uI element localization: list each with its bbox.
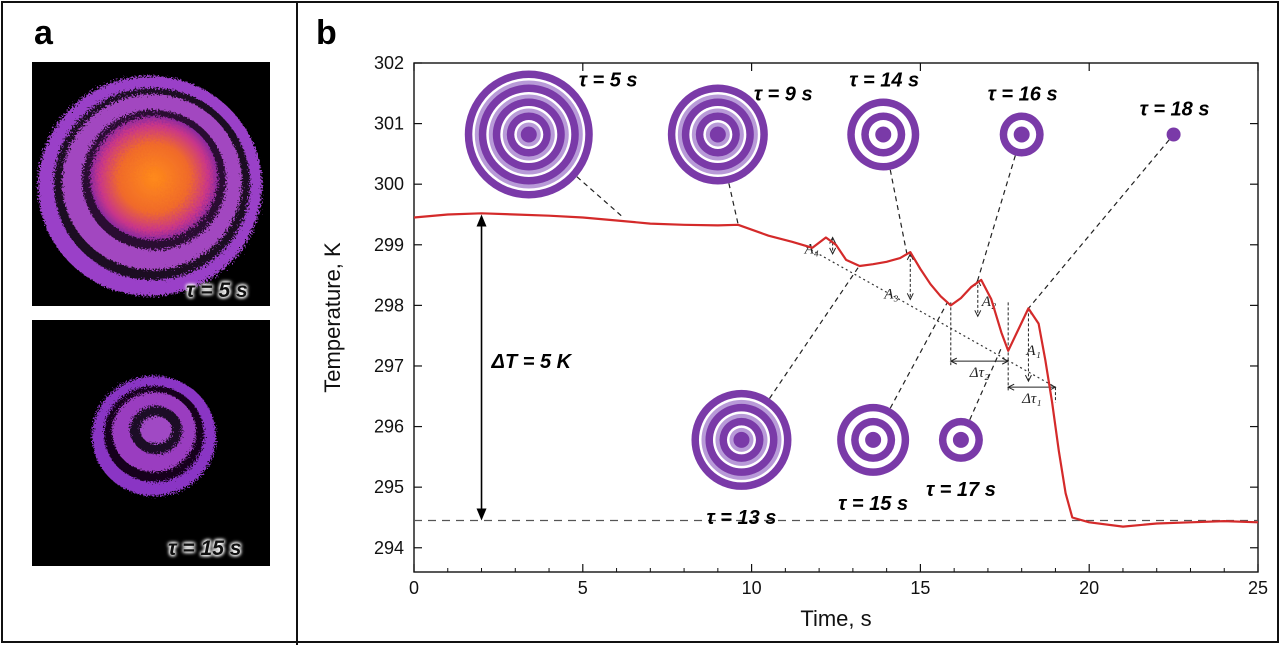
target-connector (576, 176, 624, 218)
panel-b-letter: b (316, 14, 337, 52)
target-label: τ = 18 s (1140, 99, 1210, 121)
period-arrowhead (1001, 357, 1010, 365)
period-label: Δτ₁ (1021, 391, 1041, 407)
thermal-image-top-graphic (38, 76, 262, 296)
x-tick-label: 15 (910, 578, 930, 598)
target-label: τ = 5 s (579, 70, 638, 92)
target-dot (1166, 127, 1181, 142)
amplitude-arrowhead (906, 293, 914, 301)
target-label: τ = 9 s (754, 84, 813, 106)
period-arrowhead (949, 357, 958, 365)
target-label: τ = 17 s (926, 479, 996, 501)
y-tick-label: 296 (374, 417, 404, 437)
x-tick-label: 20 (1079, 578, 1099, 598)
thermal-image-bottom (32, 320, 270, 566)
delta-t-arrowhead-top (476, 214, 487, 227)
temperature-curve (413, 212, 1259, 528)
x-tick-label: 5 (578, 578, 588, 598)
target-center (1015, 128, 1028, 141)
target-center (711, 128, 724, 141)
x-tick-label: 25 (1248, 578, 1268, 598)
target-connector (889, 169, 908, 254)
amplitude-arrowhead (1024, 374, 1032, 383)
trend-line (801, 244, 1056, 388)
target-center (954, 433, 967, 446)
target-connector (969, 347, 1002, 421)
thermal-image-bottom-graphic (92, 376, 216, 496)
period-label: Δτ₂ (969, 365, 989, 381)
target-label: τ = 16 s (988, 84, 1058, 106)
amplitude-label: A₃ (883, 287, 898, 303)
x-tick-label: 10 (742, 578, 762, 598)
y-axis-title: Temperature, K (320, 242, 345, 393)
y-tick-label: 302 (374, 53, 404, 73)
y-tick-label: 295 (374, 477, 404, 497)
y-tick-label: 294 (374, 538, 404, 558)
target-connector (728, 183, 739, 225)
y-tick-label: 301 (374, 114, 404, 134)
target-center (522, 128, 535, 141)
amplitude-label: A₁ (1025, 343, 1040, 359)
target-label: τ = 14 s (849, 70, 919, 92)
target-connector (1027, 139, 1170, 309)
y-tick-label: 297 (374, 356, 404, 376)
thermal-image-top (32, 62, 270, 306)
target-center (735, 433, 748, 446)
amplitude-arrowhead (829, 247, 837, 255)
y-tick-label: 298 (374, 295, 404, 315)
x-axis-title: Time, s (800, 606, 871, 631)
panel-divider (296, 1, 298, 645)
target-connector (889, 302, 948, 409)
target-label: τ = 13 s (707, 507, 777, 529)
delta-t-label: ΔT = 5 K (491, 351, 573, 373)
amplitude-arrowhead (974, 310, 982, 318)
y-tick-label: 300 (374, 174, 404, 194)
target-label: τ = 15 s (838, 493, 908, 515)
thermal-image-top-label: τ = 5 s (186, 279, 248, 302)
delta-t-arrowhead-bottom (476, 508, 487, 521)
target-center (867, 433, 880, 446)
target-center (877, 128, 890, 141)
target-connector (769, 265, 861, 399)
plot-area (413, 62, 1259, 573)
target-connector (977, 155, 1016, 281)
panel-a-letter: a (34, 14, 53, 52)
x-tick-label: 0 (409, 578, 419, 598)
y-tick-label: 299 (374, 235, 404, 255)
thermal-image-bottom-label: τ = 15 s (168, 537, 242, 560)
period-arrowhead (1007, 383, 1015, 391)
